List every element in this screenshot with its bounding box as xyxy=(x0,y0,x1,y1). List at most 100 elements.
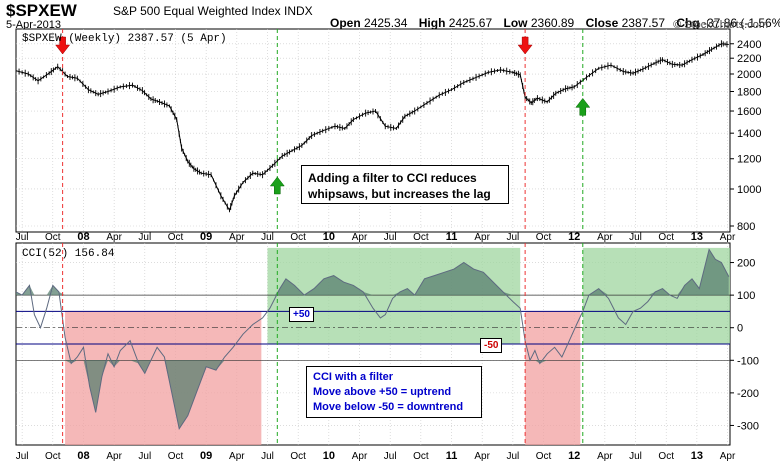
cci-note-title: CCI with a filter xyxy=(313,371,394,383)
x-tick-label: Apr xyxy=(229,232,245,243)
price-series xyxy=(16,40,729,213)
x-tick-label: Apr xyxy=(229,451,245,462)
x-tick-label: Jul xyxy=(261,451,274,462)
x-tick-label: Oct xyxy=(413,232,429,243)
x-tick-label: Oct xyxy=(413,451,429,462)
signal-lines xyxy=(62,29,584,445)
x-tick-label: Jul xyxy=(629,451,642,462)
ohlc-readout: Open 2425.34 High 2425.67 Low 2360.89 Cl… xyxy=(330,16,780,30)
x-tick-label: Apr xyxy=(352,451,368,462)
x-tick-label: Oct xyxy=(45,232,61,243)
cci-series xyxy=(16,248,730,430)
low-value: 2360.89 xyxy=(530,16,575,30)
sell-arrow-icon xyxy=(55,36,71,55)
x-tick-label: Apr xyxy=(106,451,122,462)
price-tick-label: 1600 xyxy=(737,106,761,118)
x-tick-label: Oct xyxy=(658,451,674,462)
high-label: High xyxy=(418,16,446,30)
cci-note-up: Move above +50 = uptrend xyxy=(313,386,452,398)
cci-fill-below xyxy=(16,360,729,429)
open-label: Open xyxy=(330,16,361,30)
buy-arrow-icon xyxy=(269,176,285,195)
x-tick-label: 09 xyxy=(200,231,212,243)
x-tick-label: 13 xyxy=(691,450,703,462)
x-tick-label: Jul xyxy=(384,451,397,462)
x-tick-label: Oct xyxy=(658,232,674,243)
price-tick-label: 800 xyxy=(737,221,755,233)
x-tick-label: Jul xyxy=(138,451,151,462)
symbol-title: $SPXEW xyxy=(6,1,77,20)
buy-arrow-icon xyxy=(575,97,591,116)
indicator-axis: -300 -200 -100 0 100 200 xyxy=(730,258,759,432)
x-tick-label: Apr xyxy=(597,232,613,243)
x-tick-label: 10 xyxy=(323,450,335,462)
price-tick-label: 2400 xyxy=(737,39,761,51)
cci-levels xyxy=(16,294,730,361)
index-name: S&P 500 Equal Weighted Index INDX xyxy=(113,4,313,18)
cci-annotation: CCI with a filter Move above +50 = uptre… xyxy=(306,366,482,418)
price-legend: $SPXEW (Weekly) 2387.57 (5 Apr) xyxy=(22,33,227,45)
filter-annotation: Adding a filter to CCI reduces whipsaws,… xyxy=(301,165,509,204)
x-tick-label: 10 xyxy=(323,231,335,243)
x-tick-label: Apr xyxy=(474,451,490,462)
cci-tick-label: -300 xyxy=(737,420,759,432)
x-tick-label: Oct xyxy=(168,451,184,462)
cci-note-down: Move below -50 = downtrend xyxy=(313,401,464,413)
close-label: Close xyxy=(585,16,619,30)
x-tick-label: 13 xyxy=(691,231,703,243)
x-tick-label: 12 xyxy=(568,450,580,462)
x-tick-label: 12 xyxy=(568,231,580,243)
x-tick-label: Apr xyxy=(352,232,368,243)
x-tick-label: 11 xyxy=(446,450,458,462)
x-tick-label: Jul xyxy=(138,232,151,243)
chg-label: Chg xyxy=(676,16,700,30)
x-tick-label: Apr xyxy=(597,451,613,462)
x-tick-label: 11 xyxy=(446,231,458,243)
x-tick-label: Apr xyxy=(720,451,736,462)
cci-tick-label: 0 xyxy=(737,323,743,335)
x-tick-label: 08 xyxy=(77,450,89,462)
cci-tick-label: -200 xyxy=(737,388,759,400)
x-tick-label: Jul xyxy=(16,232,29,243)
x-tick-label: Oct xyxy=(290,451,306,462)
price-tick-label: 2000 xyxy=(737,69,761,81)
x-tick-label: Jul xyxy=(506,232,519,243)
plus50-label: +50 xyxy=(289,307,314,322)
x-tick-label: Oct xyxy=(536,451,552,462)
price-tick-label: 1000 xyxy=(737,184,761,196)
x-axis-top: Jul Oct 08 Apr Jul Oct 09 Apr Jul Oct 10 Apr Jul Oct 1… xyxy=(16,231,736,243)
open-value: 2425.34 xyxy=(364,16,408,30)
signal-arrows xyxy=(55,36,591,195)
x-tick-label: Jul xyxy=(629,232,642,243)
cci-tick-label: -100 xyxy=(737,355,759,367)
x-tick-label: Jul xyxy=(384,232,397,243)
x-tick-label: Apr xyxy=(474,232,490,243)
minus50-label: -50 xyxy=(480,338,503,353)
sell-arrow-icon xyxy=(517,36,533,55)
price-tick-label: 1400 xyxy=(737,128,761,140)
copyright-text: © StockCharts.com xyxy=(673,19,768,31)
high-value: 2425.67 xyxy=(448,16,493,30)
x-tick-label: 09 xyxy=(200,450,212,462)
red-zone xyxy=(525,311,581,445)
cci-legend: CCI(52) 156.84 xyxy=(22,248,115,260)
chart-date: 5-Apr-2013 xyxy=(6,19,62,31)
green-zone xyxy=(267,247,521,344)
x-tick-label: Apr xyxy=(720,232,736,243)
x-tick-label: Oct xyxy=(290,232,306,243)
cci-tick-label: 100 xyxy=(737,290,755,302)
x-tick-label: Jul xyxy=(261,232,274,243)
x-tick-label: Oct xyxy=(45,451,61,462)
x-tick-label: 08 xyxy=(77,231,89,243)
price-grid xyxy=(16,29,730,232)
price-tick-label: 1800 xyxy=(737,86,761,98)
cci-line xyxy=(16,248,730,430)
x-tick-label: Oct xyxy=(168,232,184,243)
close-value: 2387.57 xyxy=(621,16,665,30)
price-tick-label: 1200 xyxy=(737,154,761,166)
x-tick-label: Jul xyxy=(16,451,29,462)
price-axis: 800 1000 1200 1400 1600 1800 2000 2200 2400 xyxy=(730,39,761,233)
chg-value: -37.86 (-1.56%) xyxy=(703,16,780,30)
x-tick-label: Oct xyxy=(536,232,552,243)
